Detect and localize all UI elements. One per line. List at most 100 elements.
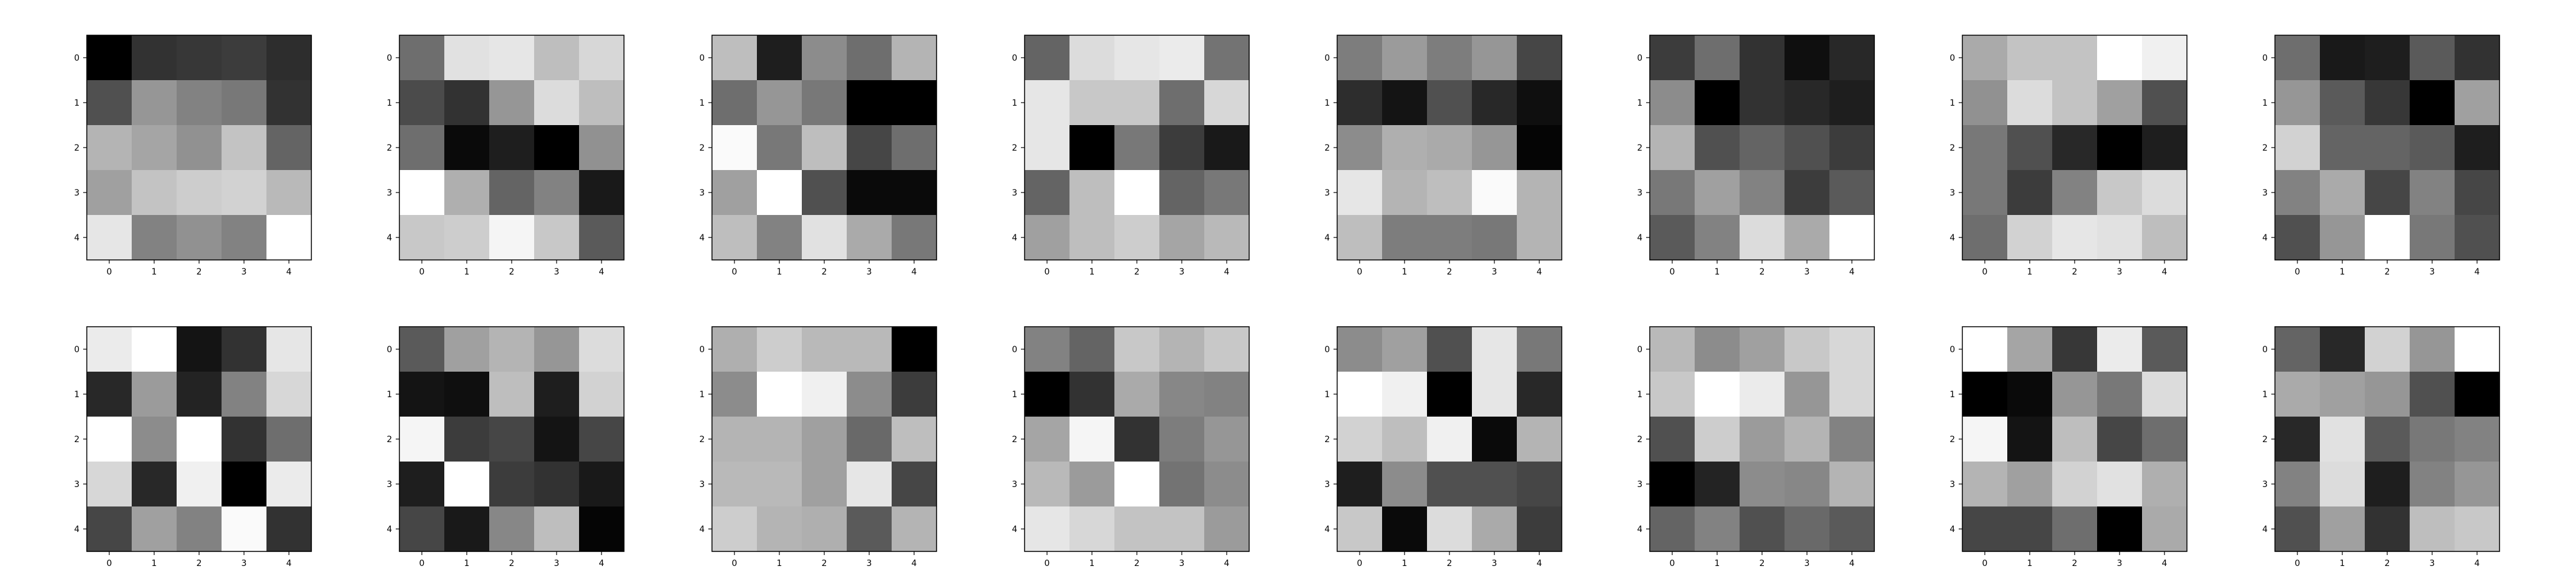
x-tick-label: 1 [777,559,782,568]
heatmap-cell [534,125,580,171]
y-tick-label: 0 [2262,53,2268,63]
heatmap-cell [1472,215,1517,261]
heatmap-cell [1740,125,1785,171]
heatmap-cell [132,372,177,417]
heatmap-cell [2365,506,2410,552]
heatmap-cell [2052,462,2098,507]
heatmap-cell [2007,462,2053,507]
heatmap-panel-16: 0 1 2 3 4 0 1 2 3 4 [2262,326,2500,568]
x-tick-label: 3 [1805,559,1810,568]
heatmap-cell [712,215,758,261]
heatmap-cell [1472,35,1517,81]
heatmap-cell [1962,80,2008,126]
heatmap-cell [712,80,758,126]
heatmap-cell [2007,125,2053,171]
heatmap-cell [847,372,892,417]
y-tick-label: 2 [1012,435,1017,445]
heatmap-cell [266,462,312,507]
heatmap-cell [757,170,802,216]
heatmap-panel-1: 0 1 2 3 4 0 1 2 3 4 [74,35,312,277]
heatmap-cell [1114,80,1160,126]
heatmap-cell [1337,215,1383,261]
x-tick-label: 1 [152,559,157,568]
x-tick-label: 2 [197,559,202,568]
x-tick-label: 3 [554,267,560,277]
y-tick-label: 3 [1950,480,1955,489]
heatmap-cell [1159,170,1205,216]
heatmap-cell [1829,125,1875,171]
heatmap-cell [892,215,937,261]
heatmap-cell [2142,417,2188,462]
heatmap-cell [399,170,445,216]
heatmap-cell [1785,327,1830,372]
heatmap-cell [2320,417,2365,462]
heatmap-cell [2455,462,2500,507]
heatmap-cell [1785,372,1830,417]
heatmap-cell [1114,417,1160,462]
y-tick-label: 3 [74,480,80,489]
heatmap-cell [2052,372,2098,417]
x-tick-label: 4 [1537,267,1542,277]
y-tick-label: 4 [387,233,392,243]
heatmap-cell [712,170,758,216]
heatmap-cell [1159,125,1205,171]
heatmap-cell [1785,170,1830,216]
y-tick-label: 1 [2262,98,2268,108]
heatmap-cell [1740,462,1785,507]
heatmap-cell [892,170,937,216]
heatmap-cell [2410,35,2455,81]
heatmap-cell [1695,506,1740,552]
heatmap-cell [2142,327,2188,372]
heatmap-cell [1695,125,1740,171]
heatmap-cell [1517,327,1562,372]
x-tick-label: 3 [1492,267,1497,277]
heatmap-cell [1025,215,1070,261]
heatmap-cell [1427,462,1473,507]
heatmap-cell [2097,417,2143,462]
heatmap-cell [892,372,937,417]
heatmap-cell [489,215,535,261]
y-tick-label: 2 [2262,435,2268,445]
heatmap-cell [1382,462,1428,507]
y-tick-label: 1 [699,390,705,400]
heatmap-panel-7: 0 1 2 3 4 0 1 2 3 4 [1950,35,2188,277]
heatmap-cell [399,125,445,171]
y-tick-label: 2 [699,435,705,445]
x-tick-label: 1 [1090,559,1095,568]
heatmap-cell [1829,327,1875,372]
heatmap-cell [132,506,177,552]
heatmap-cell [1829,80,1875,126]
y-tick-label: 1 [1950,390,1955,400]
heatmap-cell [1337,125,1383,171]
heatmap-cell [757,125,802,171]
heatmap-cell [1695,417,1740,462]
heatmap-cell [1114,372,1160,417]
heatmap-cell [2097,170,2143,216]
heatmap-cell [1785,462,1830,507]
heatmap-cell [847,170,892,216]
heatmap-cell [2455,170,2500,216]
y-tick-label: 4 [2262,233,2268,243]
heatmap-cell [1962,327,2008,372]
heatmap-cell [2365,80,2410,126]
x-tick-label: 1 [152,267,157,277]
y-tick-label: 2 [2262,143,2268,153]
heatmap-cell [847,417,892,462]
y-tick-label: 1 [1324,390,1330,400]
heatmap-cell [579,170,625,216]
heatmap-cell [222,80,267,126]
heatmap-cell [1204,372,1250,417]
heatmap-cell [534,417,580,462]
x-tick-label: 2 [1760,267,1765,277]
heatmap-cell [1337,417,1383,462]
heatmap-cell [2275,417,2320,462]
heatmap-cell [2410,80,2455,126]
heatmap-cell [579,372,625,417]
x-tick-label: 4 [1849,559,1855,568]
heatmap-cell [222,125,267,171]
heatmap-cell [1472,372,1517,417]
y-tick-label: 3 [1012,188,1017,198]
heatmap-cell [2275,215,2320,261]
x-tick-label: 0 [1670,559,1675,568]
heatmap-cell [2320,170,2365,216]
